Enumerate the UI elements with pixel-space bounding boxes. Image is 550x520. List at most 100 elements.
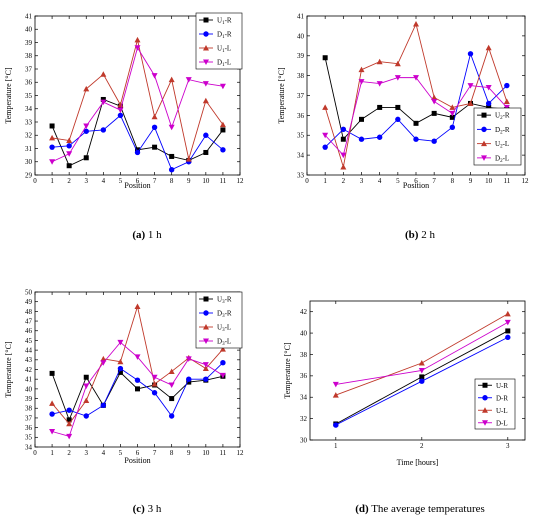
x-tick-label: 4 — [102, 177, 106, 185]
data-point — [135, 386, 140, 392]
data-point — [83, 397, 90, 403]
data-point — [49, 411, 55, 417]
plot-frame — [309, 300, 526, 441]
x-tick-label: 2 — [67, 449, 71, 457]
data-point — [185, 77, 192, 83]
x-tick-label: 11 — [503, 177, 510, 185]
legend-name-sub: 3 — [222, 328, 225, 333]
y-tick-label: 45 — [25, 337, 33, 345]
data-point — [322, 144, 328, 150]
data-point — [358, 136, 365, 142]
legend-box — [474, 378, 516, 430]
y-tick-label: 40 — [297, 32, 305, 40]
legend-name-sub: 2 — [500, 145, 503, 150]
data-point — [449, 124, 456, 130]
data-point — [152, 144, 158, 150]
legend-name-tail: -R — [225, 31, 232, 39]
data-point — [100, 99, 107, 106]
data-point — [100, 71, 107, 77]
y-tick-label: 49 — [25, 298, 33, 306]
data-point — [49, 144, 55, 150]
data-point — [203, 132, 209, 138]
data-point — [49, 134, 56, 141]
chart-d: 1 2 3 30 32 34 36 38 40 42 Time [hours] Temperature… — [283, 300, 526, 467]
legend-entry: D1-R — [217, 31, 232, 41]
y-tick-label: 38 — [25, 52, 33, 60]
data-point — [503, 98, 510, 104]
x-tick-label: 0 — [33, 177, 37, 185]
data-point — [66, 151, 73, 157]
y-tick-label: 33 — [297, 171, 305, 179]
data-point — [358, 79, 365, 85]
data-point — [202, 81, 209, 87]
y-tick-label: 31 — [25, 145, 33, 153]
data-point — [333, 422, 339, 428]
legend-marker — [482, 407, 488, 413]
data-point — [485, 44, 492, 51]
data-point — [340, 152, 347, 159]
series-D-R — [333, 334, 511, 428]
legend-name-base: U — [217, 324, 222, 332]
series-D-L — [332, 319, 511, 388]
legend-entry: D2-L — [495, 154, 509, 164]
y-tick-label: 37 — [297, 92, 305, 100]
y-tick-label: 50 — [25, 288, 33, 296]
legend-name-tail: -L — [225, 45, 232, 53]
x-tick-label: 5 — [119, 449, 123, 457]
y-tick-label: 35 — [25, 434, 33, 442]
legend-name-tail: -R — [225, 310, 232, 318]
data-point — [413, 20, 419, 27]
y-tick-label: 39 — [25, 39, 33, 47]
x-tick-label: 9 — [469, 177, 473, 185]
data-point — [332, 381, 339, 388]
data-point — [467, 51, 474, 57]
data-point — [168, 368, 175, 374]
y-tick-label: 41 — [25, 12, 33, 20]
legend-entry: U2-L — [495, 140, 509, 150]
y-tick-label: 46 — [25, 327, 33, 335]
legend-name-sub: 3 — [222, 342, 225, 347]
legend-name-sub: 2 — [500, 116, 503, 121]
data-point — [134, 45, 141, 51]
x-tick-label: 1 — [50, 177, 54, 185]
data-point — [66, 417, 72, 423]
y-tick-label: 42 — [25, 366, 33, 374]
x-tick-label: 2 — [67, 177, 71, 185]
legend-name-tail: -R — [225, 296, 232, 304]
y-tick-label: 32 — [25, 132, 33, 140]
series-U1-L — [49, 36, 226, 162]
caption-c: (c) 3 h — [133, 503, 162, 515]
x-tick-label: 5 — [396, 177, 400, 185]
data-point — [168, 167, 175, 173]
y-tick-label: 38 — [297, 72, 305, 80]
legend-name-base: D-L — [496, 419, 508, 427]
legend-name-tail: -R — [503, 112, 510, 120]
series-D1-L — [49, 45, 226, 165]
y-tick-label: 38 — [25, 405, 33, 413]
y-tick-label: 35 — [25, 92, 33, 100]
legend-marker — [203, 338, 209, 344]
y-tick-label: 36 — [25, 424, 33, 432]
legend-entry: U-L — [496, 407, 508, 415]
x-axis-label: Position — [403, 181, 429, 190]
caption-a: (a) 1 h — [132, 229, 162, 241]
data-point — [100, 127, 107, 133]
legend-entry: D3-L — [217, 338, 231, 348]
data-point — [117, 339, 124, 346]
data-point — [376, 81, 383, 87]
x-tick-label: 12 — [237, 449, 245, 457]
x-tick-label: 4 — [378, 177, 382, 185]
legend-entry: U1-L — [217, 45, 231, 55]
x-tick-label: 12 — [237, 177, 245, 185]
x-tick-label: 6 — [136, 449, 140, 457]
y-tick-label: 41 — [297, 12, 305, 20]
data-point — [151, 73, 158, 79]
y-tick-label: 33 — [25, 118, 33, 126]
data-point — [376, 58, 383, 65]
y-tick-label: 42 — [300, 308, 308, 316]
y-tick-label: 39 — [25, 395, 33, 403]
legend-marker — [203, 45, 209, 51]
series-U-L — [332, 310, 511, 398]
data-point — [100, 96, 106, 102]
y-tick-label: 48 — [25, 308, 33, 316]
